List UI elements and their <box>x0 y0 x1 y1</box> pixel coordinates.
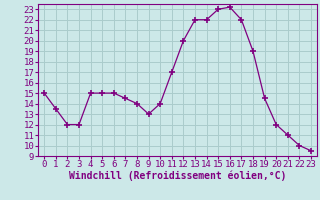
X-axis label: Windchill (Refroidissement éolien,°C): Windchill (Refroidissement éolien,°C) <box>69 171 286 181</box>
